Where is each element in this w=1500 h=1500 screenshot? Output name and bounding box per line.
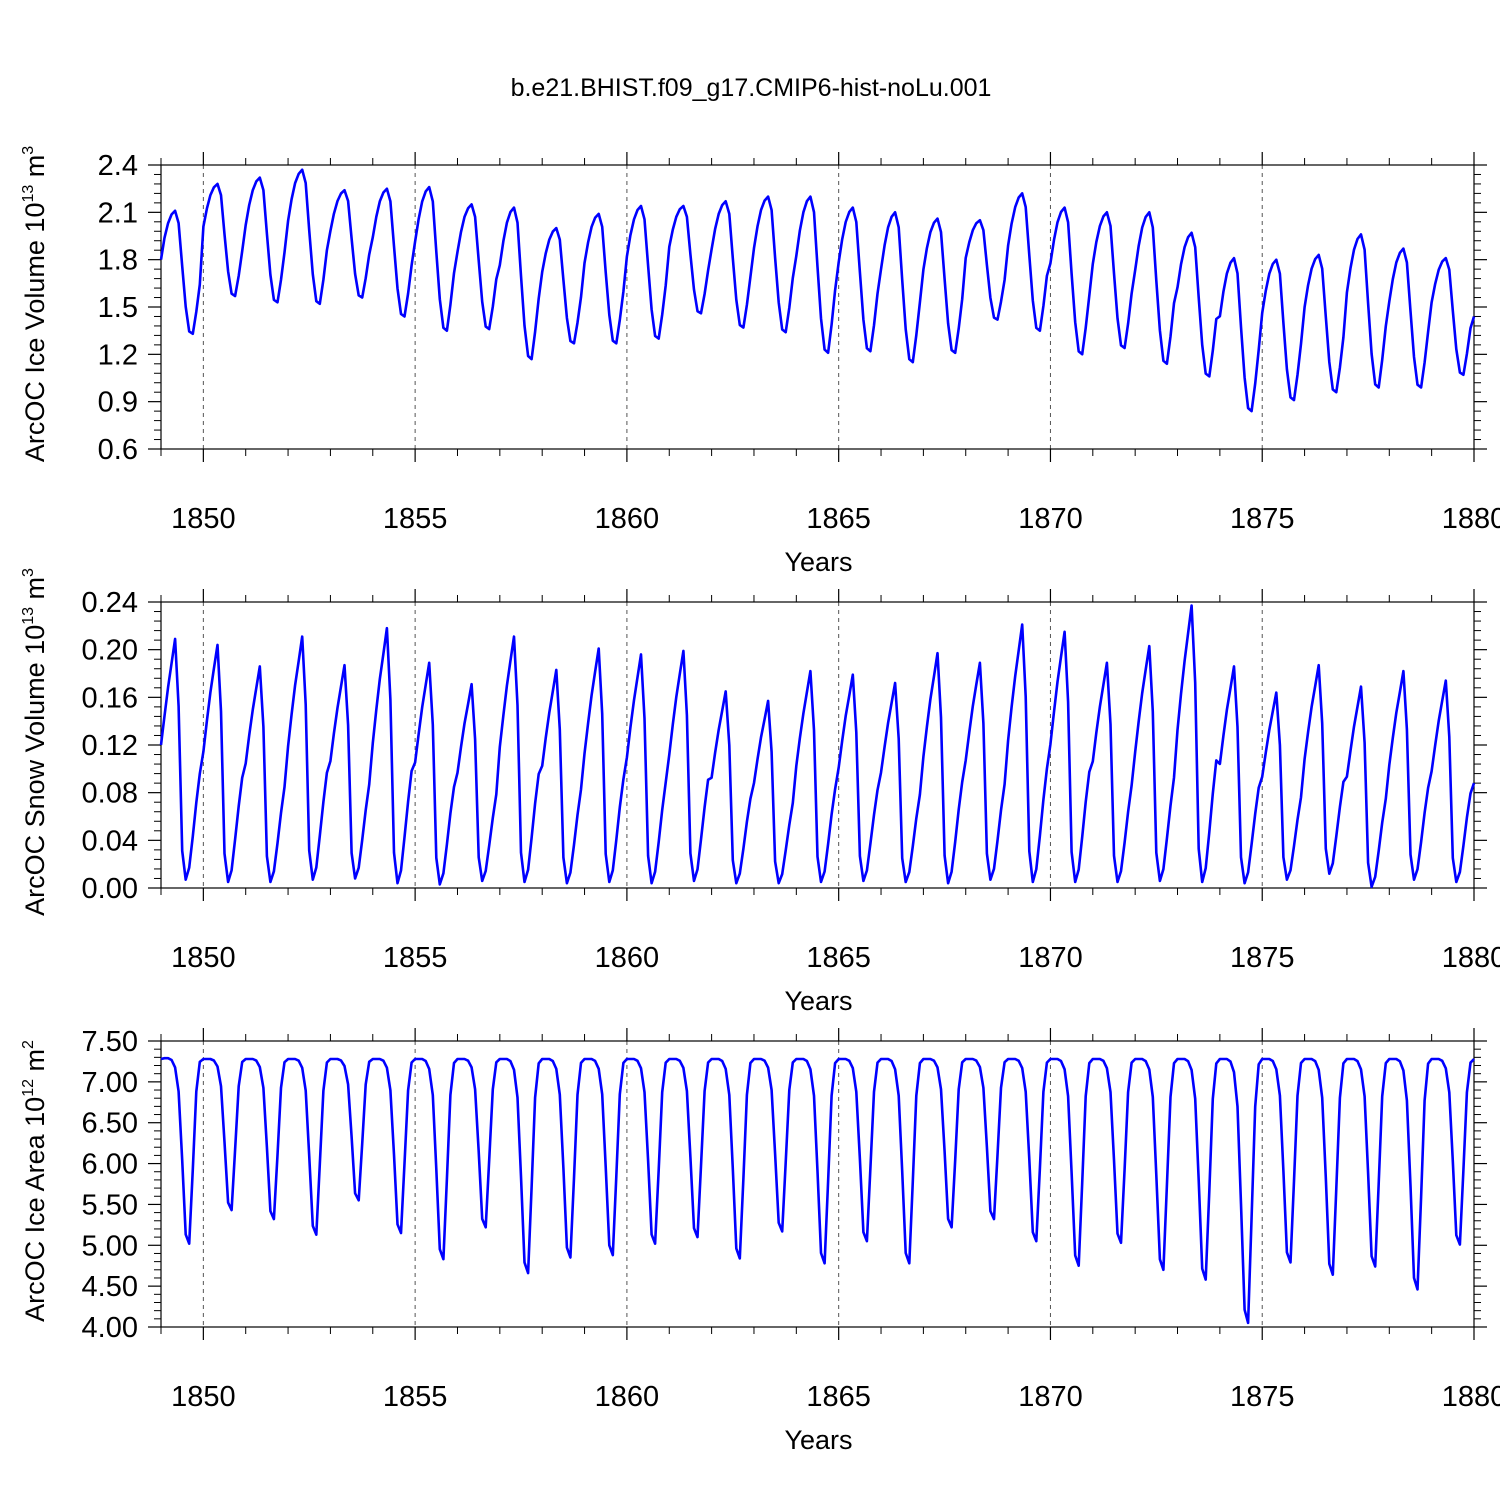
y-tick-label: 1.8 — [98, 245, 138, 277]
x-tick-label: 1875 — [1230, 503, 1295, 535]
chart-panel-2: 1850 1855 1860 1865 1870 1875 1880 0.00 0.04 0.08… — [20, 568, 1500, 1016]
y-tick-label: 7.50 — [82, 1026, 138, 1058]
x-tick-label: 1850 — [171, 503, 236, 535]
y-axis-title-unit: m — [20, 155, 50, 185]
x-tick-label: 1875 — [1230, 1381, 1295, 1413]
x-tick-label: 1870 — [1018, 942, 1083, 974]
y-tick-label: 6.00 — [82, 1149, 138, 1181]
y-tick-label: 7.00 — [82, 1067, 138, 1099]
y-axis-title-exponent: 12 — [20, 1079, 37, 1097]
x-tick-label: 1865 — [806, 942, 871, 974]
y-tick-label: 4.00 — [82, 1312, 138, 1344]
y-axis-title-exponent: 13 — [20, 607, 37, 625]
y-axis-title-unit-exponent: 2 — [20, 1040, 37, 1049]
y-axis-title-exponent: 13 — [20, 185, 37, 203]
y-axis-title-main: ArcOC Ice Area 10 — [20, 1097, 50, 1322]
y-axis-title-unit-exponent: 3 — [20, 568, 37, 577]
y-tick-label: 0.20 — [82, 635, 138, 667]
series-line — [159, 604, 1476, 889]
x-axis-title: Years — [784, 1425, 852, 1455]
x-tick-label: 1855 — [383, 1381, 448, 1413]
plot-frame — [160, 1040, 1475, 1328]
series-line — [160, 1056, 1475, 1325]
y-tick-label: 0.9 — [98, 387, 138, 419]
x-tick-label: 1850 — [171, 1381, 236, 1413]
y-axis-title-unit-exponent: 3 — [20, 146, 37, 155]
x-tick-label: 1860 — [595, 942, 660, 974]
y-axis-title-main: ArcOC Snow Volume 10 — [20, 625, 50, 916]
y-tick-label: 1.2 — [98, 339, 138, 371]
y-tick-label: 0.08 — [82, 778, 138, 810]
x-tick-label: 1880 — [1442, 503, 1500, 535]
y-tick-label: 2.1 — [98, 197, 138, 229]
y-tick-label: 5.00 — [82, 1230, 138, 1262]
y-tick-label: 0.04 — [82, 825, 138, 857]
x-tick-label: 1865 — [806, 1381, 871, 1413]
y-tick-label: 6.50 — [82, 1108, 138, 1140]
x-tick-label: 1850 — [171, 942, 236, 974]
x-tick-label: 1855 — [383, 503, 448, 535]
y-tick-label: 5.50 — [82, 1189, 138, 1221]
y-axis-title: ArcOC Snow Volume 1013 m3 — [20, 568, 50, 916]
y-axis-title-unit: m — [20, 577, 50, 607]
figure-title: b.e21.BHIST.f09_g17.CMIP6-hist-noLu.001 — [511, 74, 992, 102]
x-tick-label: 1870 — [1018, 1381, 1083, 1413]
y-tick-label: 0.16 — [82, 682, 138, 714]
y-axis-title-unit: m — [20, 1049, 50, 1079]
y-tick-label: 0.24 — [82, 587, 138, 619]
y-tick-label: 1.5 — [98, 292, 138, 324]
chart-panel-3: 1850 1855 1860 1865 1870 1875 1880 4.00 4.50 5.00… — [20, 1026, 1500, 1455]
chart-panel-1: 1850 1855 1860 1865 1870 1875 1880 0.6 0.9 1.2 1.5… — [20, 146, 1500, 577]
y-tick-label: 0.12 — [82, 730, 138, 762]
x-axis-title: Years — [784, 547, 852, 577]
x-axis-title: Years — [784, 986, 852, 1016]
y-tick-label: 0.00 — [82, 873, 138, 905]
x-tick-label: 1865 — [806, 503, 871, 535]
series-line — [159, 168, 1476, 413]
plot-frame — [160, 164, 1475, 450]
x-tick-label: 1860 — [595, 1381, 660, 1413]
x-tick-label: 1875 — [1230, 942, 1295, 974]
y-tick-label: 0.6 — [98, 434, 138, 466]
y-tick-label: 4.50 — [82, 1271, 138, 1303]
x-tick-label: 1880 — [1442, 942, 1500, 974]
x-tick-label: 1860 — [595, 503, 660, 535]
y-tick-label: 2.4 — [98, 150, 138, 182]
x-tick-label: 1855 — [383, 942, 448, 974]
chart-panels: 1850 1855 1860 1865 1870 1875 1880 0.6 0.9 1.2 1.5… — [20, 146, 1500, 1455]
x-tick-label: 1880 — [1442, 1381, 1500, 1413]
y-axis-title: ArcOC Ice Volume 1013 m3 — [20, 146, 50, 462]
y-axis-title: ArcOC Ice Area 1012 m2 — [20, 1040, 50, 1322]
y-axis-title-main: ArcOC Ice Volume 10 — [20, 203, 50, 463]
x-tick-label: 1870 — [1018, 503, 1083, 535]
